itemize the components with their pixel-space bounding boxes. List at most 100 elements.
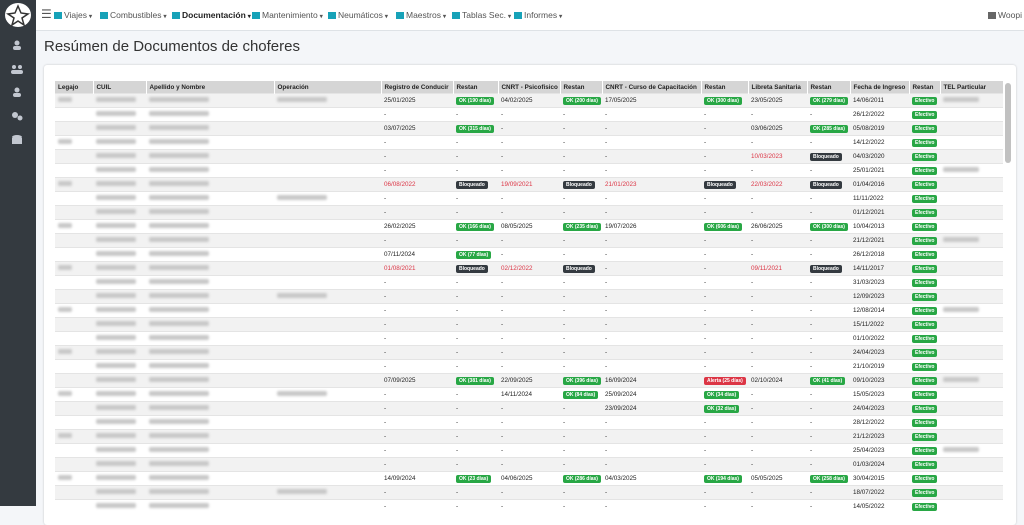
menu-icon[interactable]	[11, 135, 23, 145]
scrollbar[interactable]	[1005, 83, 1011, 163]
logo[interactable]	[5, 3, 31, 27]
table-cell: Efectivo	[909, 275, 940, 290]
status-badge: OK (166 días)	[456, 222, 494, 231]
table-cell: -	[748, 191, 807, 206]
table-cell: -	[807, 345, 850, 360]
table-cell: -	[498, 289, 560, 304]
blurred-cell	[146, 373, 274, 388]
table-cell: -	[453, 443, 498, 458]
table-cell: -	[807, 107, 850, 122]
redacted	[58, 307, 72, 312]
menu-toggle[interactable]: ☰	[41, 7, 52, 21]
status-badge: Efectivo	[912, 166, 938, 175]
table-cell: -	[381, 205, 453, 220]
blurred-cell	[274, 345, 381, 360]
table-cell: -	[807, 303, 850, 318]
redacted	[149, 265, 209, 270]
table-row: - - - - - - - -21/10/2019 Efectivo	[55, 359, 1003, 374]
status-badge: Efectivo	[912, 138, 938, 147]
caret: ▾	[507, 14, 511, 20]
table-cell: Efectivo	[909, 471, 940, 486]
table-cell: -	[560, 317, 602, 332]
blurred-cell	[93, 415, 146, 430]
blurred-cell	[93, 121, 146, 136]
table-cell: -	[498, 429, 560, 444]
table-cell: Efectivo	[909, 429, 940, 444]
table-cell: -	[748, 233, 807, 248]
nav-item[interactable]: Documentación ▾	[172, 10, 251, 20]
nav-item[interactable]: Tablas Sec. ▾	[452, 10, 511, 20]
table-cell: -	[453, 429, 498, 444]
nav-icon	[252, 12, 260, 19]
menu-icon[interactable]	[11, 40, 23, 50]
status-badge: Bloqueado	[810, 152, 842, 161]
table-cell: -	[560, 149, 602, 164]
nav-item[interactable]: Viajes ▾	[54, 10, 92, 20]
table-cell: 14/05/2022	[850, 499, 909, 513]
menu-icon[interactable]	[11, 87, 23, 97]
redacted	[149, 377, 209, 382]
table-cell: -	[701, 317, 748, 332]
redacted	[96, 391, 136, 396]
table-cell: -	[748, 135, 807, 150]
table-cell: 10/04/2013	[850, 219, 909, 234]
navbar: ☰ Woopi Viajes ▾ Combustibles ▾ Documentació…	[36, 0, 1024, 31]
table-cell: -	[381, 107, 453, 122]
table-cell: -	[748, 443, 807, 458]
nav-item[interactable]: Neumáticos ▾	[328, 10, 388, 20]
nav-item[interactable]: Mantenimiento ▾	[252, 10, 323, 20]
table-row: - - - - - - - -12/08/2014 Efectivo	[55, 303, 1003, 318]
caret: ▾	[89, 14, 93, 20]
blurred-cell	[93, 331, 146, 346]
table-cell: OK (396 días)	[560, 373, 602, 388]
table-cell: -	[381, 331, 453, 346]
table-cell: -	[602, 107, 701, 122]
blurred-cell	[55, 429, 93, 444]
table-cell: 22/09/2025	[498, 373, 560, 388]
table-cell: -	[560, 275, 602, 290]
table-cell: 15/11/2022	[850, 317, 909, 332]
table-row: - - - - - - - -01/10/2022 Efectivo	[55, 331, 1003, 346]
table-cell: 24/04/2023	[850, 401, 909, 416]
table-cell: -	[453, 485, 498, 500]
table-cell: -	[453, 163, 498, 178]
documents-table: Legajo CUIL Apellido y Nombre Operación Regi…	[55, 81, 1004, 513]
table-cell: OK (300 días)	[807, 219, 850, 234]
status-badge: Efectivo	[912, 502, 938, 511]
column-header: CNRT - Psicofisico	[498, 81, 561, 94]
blurred-cell	[274, 387, 381, 402]
table-cell: -	[602, 205, 701, 220]
table-row: - - - - - - - -11/11/2022 Efectivo	[55, 191, 1003, 206]
table-cell: -	[807, 289, 850, 304]
blurred-cell	[146, 121, 274, 136]
column-header: Libreta Sanitaria	[748, 81, 808, 94]
table-cell: -	[602, 233, 701, 248]
redacted	[149, 475, 209, 480]
menu-icon[interactable]	[11, 64, 23, 74]
blurred-cell	[93, 359, 146, 374]
redacted	[149, 461, 209, 466]
status-badge: OK (235 días)	[563, 222, 601, 231]
blurred-cell	[55, 359, 93, 374]
redacted	[96, 293, 136, 298]
table-cell: -	[701, 233, 748, 248]
table-cell: 02/10/2024	[748, 373, 807, 388]
table-row: 14/09/2024 OK (23 días) 04/06/2025 OK (286 …	[55, 471, 1003, 486]
nav-item[interactable]: Informes ▾	[514, 10, 562, 20]
table-cell: -	[807, 485, 850, 500]
menu-icon[interactable]	[11, 111, 23, 121]
blurred-cell	[93, 443, 146, 458]
blurred-cell	[146, 149, 274, 164]
blurred-cell	[146, 289, 274, 304]
table-cell: -	[701, 205, 748, 220]
nav-item[interactable]: Combustibles ▾	[100, 10, 167, 20]
table-row: - - - -23/09/2024 OK (32 días) - -24/04/2023 Ef…	[55, 401, 1003, 416]
blurred-cell	[55, 499, 93, 513]
blurred-cell	[93, 289, 146, 304]
table-cell: 26/06/2025	[748, 219, 807, 234]
column-header: Operación	[274, 81, 382, 94]
blurred-cell	[274, 499, 381, 513]
user-menu[interactable]: Woopi	[988, 10, 1022, 20]
nav-item[interactable]: Maestros ▾	[396, 10, 446, 20]
table-cell: -	[453, 191, 498, 206]
